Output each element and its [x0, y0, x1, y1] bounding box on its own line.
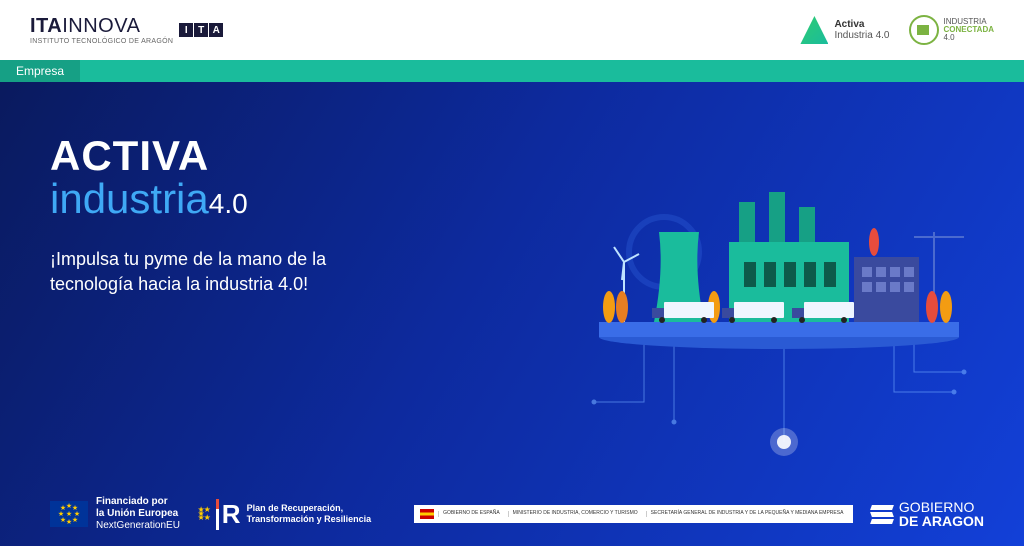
- gobierno-aragon-logo: GOBIERNODE ARAGON: [871, 500, 984, 528]
- hero-banner: ACTIVA industria4.0 ¡Impulsa tu pyme de …: [0, 82, 1024, 546]
- spain-flag-icon: [420, 509, 434, 519]
- plan-recuperacion-logo: ★★★ ★★ R Plan de Recuperación, Transform…: [197, 499, 396, 530]
- eu-flag-icon: [50, 501, 88, 527]
- gobierno-espana-logo: GOBIERNO DE ESPAÑA MINISTERIO DE INDUSTR…: [414, 505, 853, 523]
- ita-badge-icon: ITA: [179, 23, 223, 37]
- triangle-icon: [800, 16, 828, 44]
- hero-subtitle: ¡Impulsa tu pyme de la mano de la tecnol…: [50, 247, 360, 297]
- industria-conectada-logo[interactable]: INDUSTRIA CONECTADA 4.0: [909, 15, 994, 45]
- factory-illustration: [470, 132, 984, 526]
- footer-logos: Financiado por la Unión Europea NextGene…: [50, 496, 984, 532]
- aragon-bars-icon: [871, 505, 893, 524]
- eu-funding-logo: Financiado por la Unión Europea NextGene…: [50, 496, 180, 532]
- activa-industria-logo[interactable]: Activa Industria 4.0: [800, 16, 889, 44]
- nav-bar: Empresa: [0, 60, 1024, 82]
- hero-title-2: industria4.0: [50, 175, 470, 223]
- circle-factory-icon: [909, 15, 939, 45]
- hero-title-1: ACTIVA: [50, 132, 470, 180]
- nav-empresa[interactable]: Empresa: [0, 60, 80, 82]
- header: ITAINNOVA INSTITUTO TECNOLÓGICO DE ARAGÓ…: [0, 0, 1024, 60]
- itainnova-logo[interactable]: ITAINNOVA INSTITUTO TECNOLÓGICO DE ARAGÓ…: [30, 15, 223, 45]
